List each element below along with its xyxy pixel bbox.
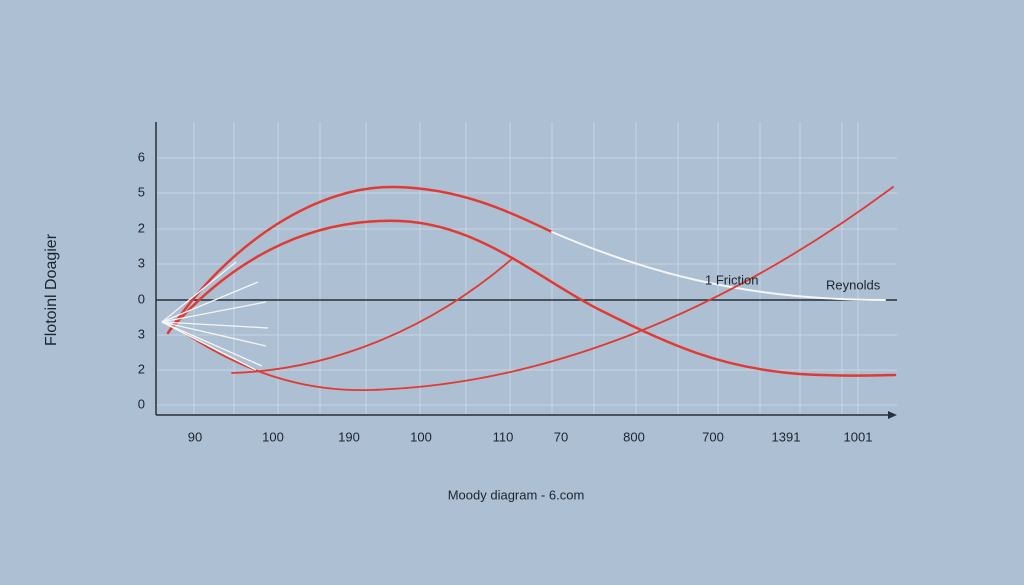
fan-line — [161, 321, 257, 371]
x-tick-label: 70 — [554, 429, 568, 444]
curve — [166, 185, 554, 335]
x-tick-label: 700 — [702, 429, 724, 444]
y-tick-label: 6 — [138, 149, 145, 164]
curve — [551, 231, 886, 301]
grid — [156, 122, 897, 415]
fan-line — [161, 321, 269, 329]
x-axis-arrow — [888, 411, 897, 419]
x-tick-label: 800 — [623, 429, 645, 444]
curve — [168, 219, 897, 377]
y-tick-labels: 6 5 2 3 0 3 2 0 — [138, 149, 145, 411]
fan-line — [161, 261, 237, 323]
x-tick-label: 90 — [188, 429, 202, 444]
caption: Moody diagram - 6.com — [448, 487, 585, 502]
curve — [179, 186, 894, 391]
fan-lines — [161, 261, 269, 371]
y-tick-label: 0 — [138, 396, 145, 411]
fan-line — [161, 301, 267, 323]
x-tick-label: 1001 — [844, 429, 873, 444]
y-tick-label: 5 — [138, 184, 145, 199]
x-tick-labels: 90 100 190 100 110 70 800 700 1391 1001 — [188, 429, 873, 444]
fan-line — [161, 321, 263, 367]
x-tick-label: 110 — [493, 429, 514, 444]
y-tick-label: 0 — [138, 291, 145, 306]
y-tick-label: 2 — [138, 361, 145, 376]
annotation: 1 Friction — [705, 272, 758, 287]
fan-line — [161, 281, 259, 323]
curves — [166, 185, 897, 391]
curve — [231, 257, 514, 374]
x-tick-label: 1391 — [772, 429, 801, 444]
x-tick-label: 100 — [410, 429, 432, 444]
y-tick-label: 3 — [138, 326, 145, 341]
annotation: Reynolds — [826, 277, 881, 292]
x-tick-label: 190 — [338, 429, 360, 444]
y-tick-label: 3 — [138, 255, 145, 270]
y-axis-title: Flotoinl Doagier — [43, 233, 60, 346]
y-tick-label: 2 — [138, 220, 145, 235]
x-tick-label: 100 — [262, 429, 284, 444]
fan-line — [161, 321, 267, 347]
